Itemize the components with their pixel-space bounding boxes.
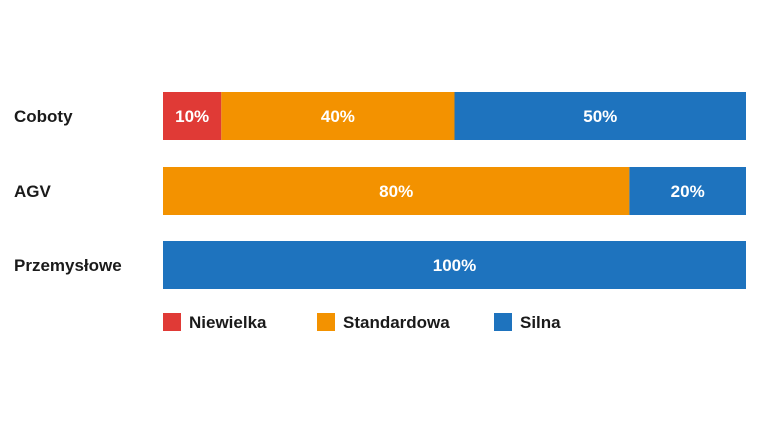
legend-label: Standardowa (343, 313, 450, 332)
bar-segment (629, 167, 746, 215)
category-label: Przemysłowe (14, 256, 122, 275)
legend-label: Silna (520, 313, 561, 332)
bar-segment (163, 241, 746, 289)
data-label: 20% (671, 182, 705, 201)
data-label: 50% (583, 107, 617, 126)
data-label: 40% (321, 107, 355, 126)
bar-segment (221, 92, 455, 140)
bar-segment (454, 92, 746, 140)
category-labels: Coboty AGV Przemysłowe (14, 107, 122, 275)
legend-swatch (317, 313, 335, 331)
data-label: 100% (433, 256, 476, 275)
category-label: AGV (14, 182, 52, 201)
data-label: 10% (175, 107, 209, 126)
bar-segment (163, 92, 222, 140)
legend: Niewielka Standardowa Silna (163, 313, 561, 332)
bars: 10% 40% 50% 80% 20% 100% (163, 92, 746, 289)
category-label: Coboty (14, 107, 73, 126)
legend-swatch (494, 313, 512, 331)
data-label: 80% (379, 182, 413, 201)
legend-label: Niewielka (189, 313, 267, 332)
bar-segment (163, 167, 630, 215)
legend-swatch (163, 313, 181, 331)
